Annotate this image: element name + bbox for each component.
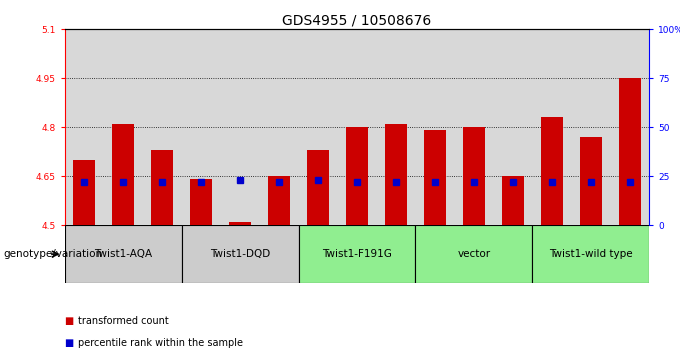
- Bar: [220, 29, 260, 225]
- Bar: [377, 29, 415, 225]
- Text: ■: ■: [65, 338, 74, 348]
- Bar: [65, 29, 103, 225]
- Bar: [494, 29, 532, 225]
- FancyBboxPatch shape: [65, 225, 182, 283]
- FancyBboxPatch shape: [415, 225, 532, 283]
- Bar: [152, 150, 173, 225]
- Bar: [190, 179, 211, 225]
- Text: Twist1-AQA: Twist1-AQA: [94, 249, 152, 259]
- Title: GDS4955 / 10508676: GDS4955 / 10508676: [282, 14, 432, 28]
- Bar: [541, 117, 562, 225]
- Text: genotype/variation: genotype/variation: [3, 249, 103, 259]
- Bar: [415, 29, 454, 225]
- FancyBboxPatch shape: [182, 225, 299, 283]
- Text: vector: vector: [458, 249, 490, 259]
- Bar: [619, 78, 641, 225]
- Bar: [229, 222, 251, 225]
- Bar: [337, 29, 377, 225]
- Bar: [299, 29, 337, 225]
- Bar: [424, 130, 445, 225]
- Bar: [346, 127, 368, 225]
- Text: Twist1-DQD: Twist1-DQD: [210, 249, 270, 259]
- Bar: [182, 29, 220, 225]
- Bar: [307, 150, 328, 225]
- FancyBboxPatch shape: [299, 225, 415, 283]
- Text: percentile rank within the sample: percentile rank within the sample: [78, 338, 243, 348]
- Bar: [503, 176, 524, 225]
- Bar: [386, 124, 407, 225]
- Bar: [143, 29, 182, 225]
- Bar: [269, 176, 290, 225]
- Bar: [103, 29, 143, 225]
- Bar: [611, 29, 649, 225]
- Bar: [463, 127, 485, 225]
- Bar: [454, 29, 494, 225]
- Bar: [73, 160, 95, 225]
- Text: Twist1-F191G: Twist1-F191G: [322, 249, 392, 259]
- Text: ■: ■: [65, 316, 74, 326]
- Bar: [580, 137, 602, 225]
- Bar: [571, 29, 611, 225]
- FancyBboxPatch shape: [532, 225, 649, 283]
- Bar: [532, 29, 571, 225]
- Text: transformed count: transformed count: [78, 316, 169, 326]
- Text: Twist1-wild type: Twist1-wild type: [549, 249, 632, 259]
- Bar: [112, 124, 134, 225]
- Bar: [260, 29, 299, 225]
